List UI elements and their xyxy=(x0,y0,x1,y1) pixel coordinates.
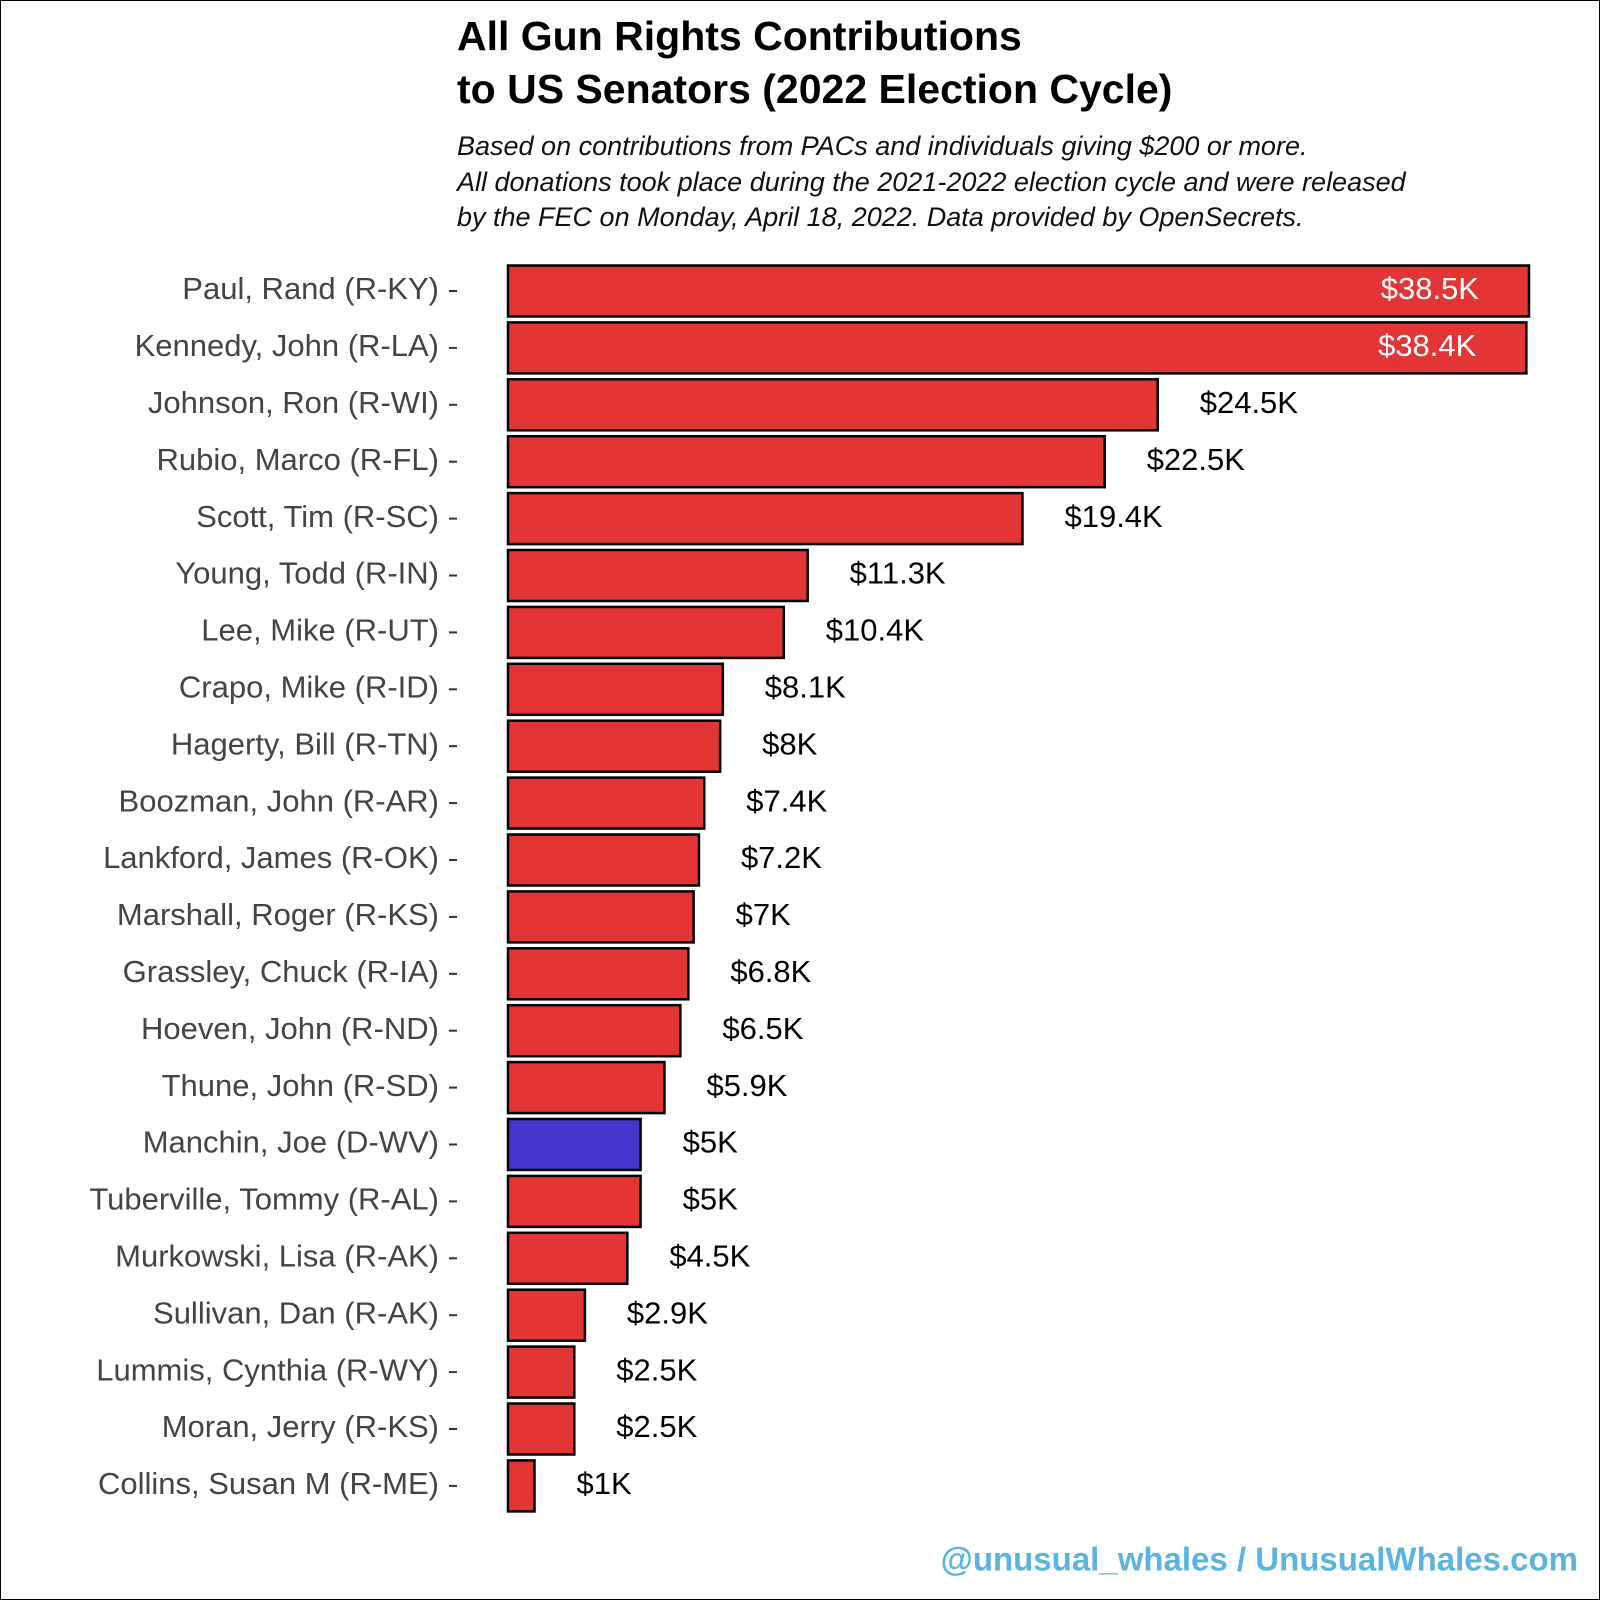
y-tick-label: Kennedy, John (R-LA) xyxy=(135,328,439,363)
data-label: $8.1K xyxy=(765,669,846,704)
bar xyxy=(506,548,809,603)
data-label: $6.8K xyxy=(730,954,811,989)
y-tick-label: Hoeven, John (R-ND) xyxy=(141,1011,439,1046)
bar xyxy=(506,605,786,660)
bar xyxy=(506,1459,536,1513)
data-label: $5.9K xyxy=(706,1068,787,1103)
bar xyxy=(506,321,1528,375)
bar xyxy=(506,1060,666,1115)
bar xyxy=(506,264,1531,318)
bar xyxy=(506,947,690,1001)
bar xyxy=(506,890,695,944)
y-tick-label: Sullivan, Dan (R-AK) xyxy=(153,1295,439,1330)
y-tick-label: Marshall, Roger (R-KS) xyxy=(117,897,439,932)
data-label: $22.5K xyxy=(1147,442,1246,477)
y-tick-label: Lankford, James (R-OK) xyxy=(103,840,439,875)
data-label: $2.5K xyxy=(616,1352,697,1387)
bar xyxy=(506,491,1024,546)
y-tick-label: Scott, Tim (R-SC) xyxy=(196,499,439,534)
bar xyxy=(506,662,725,717)
bar xyxy=(506,1117,642,1172)
bar xyxy=(506,1402,576,1456)
data-label: $1K xyxy=(577,1466,632,1501)
credit: @unusual_whales / UnusualWhales.com xyxy=(941,1541,1578,1578)
chart-title: to US Senators (2022 Election Cycle) xyxy=(457,66,1172,112)
bar xyxy=(506,1288,587,1342)
y-tick-label: Grassley, Chuck (R-IA) xyxy=(123,954,439,989)
y-tick-label: Lummis, Cynthia (R-WY) xyxy=(96,1352,439,1387)
data-label: $2.9K xyxy=(627,1295,708,1330)
data-label: $11.3K xyxy=(850,556,946,591)
bar xyxy=(506,378,1159,432)
y-tick-label: Lee, Mike (R-UT) xyxy=(201,613,439,648)
bar xyxy=(506,434,1106,489)
bar xyxy=(506,1231,629,1286)
chart-subtitle: by the FEC on Monday, April 18, 2022. Da… xyxy=(457,202,1303,232)
y-tick-label: Johnson, Ron (R-WI) xyxy=(148,385,439,420)
y-tick-label: Murkowski, Lisa (R-AK) xyxy=(115,1238,439,1273)
data-label: $7K xyxy=(736,897,791,932)
data-label: $19.4K xyxy=(1064,499,1163,534)
bar xyxy=(506,1345,576,1399)
y-tick-label: Moran, Jerry (R-KS) xyxy=(162,1409,439,1444)
bar xyxy=(506,719,722,773)
y-tick-label: Hagerty, Bill (R-TN) xyxy=(171,726,439,761)
data-label: $5K xyxy=(683,1125,738,1160)
chart-subtitle: Based on contributions from PACs and ind… xyxy=(457,131,1307,161)
data-label: $6.5K xyxy=(722,1011,803,1046)
data-label: $4.5K xyxy=(669,1238,750,1273)
y-tick-label: Tuberville, Tommy (R-AL) xyxy=(89,1182,439,1217)
y-tick-label: Thune, John (R-SD) xyxy=(162,1068,439,1103)
y-tick-label: Crapo, Mike (R-ID) xyxy=(179,669,439,704)
data-label: $24.5K xyxy=(1200,385,1299,420)
y-tick-label: Boozman, John (R-AR) xyxy=(119,783,439,818)
data-label: $10.4K xyxy=(826,613,925,648)
y-tick-label: Rubio, Marco (R-FL) xyxy=(157,442,440,477)
y-tick-label: Young, Todd (R-IN) xyxy=(175,556,439,591)
data-label: $5K xyxy=(683,1182,738,1217)
data-label: $8K xyxy=(762,726,817,761)
bar xyxy=(506,833,701,887)
data-label: $7.4K xyxy=(746,783,827,818)
y-tick-label: Collins, Susan M (R-ME) xyxy=(98,1466,439,1501)
data-label: $2.5K xyxy=(616,1409,697,1444)
data-label: $7.2K xyxy=(741,840,822,875)
bar xyxy=(506,776,706,830)
chart-subtitle: All donations took place during the 2021… xyxy=(455,167,1407,197)
chart-title: All Gun Rights Contributions xyxy=(457,13,1022,59)
data-label: $38.4K xyxy=(1378,328,1477,363)
data-label: $38.5K xyxy=(1381,271,1480,306)
bar xyxy=(506,1174,642,1229)
bar xyxy=(506,1003,682,1058)
y-tick-label: Paul, Rand (R-KY) xyxy=(182,271,439,306)
y-tick-label: Manchin, Joe (D-WV) xyxy=(143,1125,439,1160)
